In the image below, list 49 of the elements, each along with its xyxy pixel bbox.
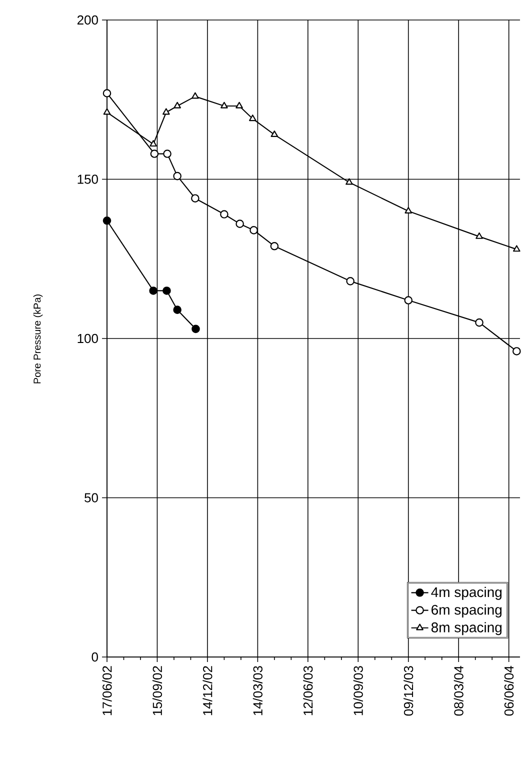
point	[192, 324, 200, 334]
point	[220, 102, 228, 108]
point	[475, 318, 484, 327]
point	[270, 130, 278, 138]
point	[404, 206, 412, 214]
x-tick-label: 15/09/02	[152, 666, 162, 716]
x-tick-label: 17/06/02	[102, 666, 112, 716]
x-tick-label: 10/09/03	[353, 666, 363, 716]
point	[270, 242, 279, 250]
y-tick-label: 0	[92, 652, 98, 662]
point	[103, 108, 111, 115]
point	[102, 89, 112, 98]
point	[150, 150, 159, 158]
y-axis-title: Pore Pressure (kPa)	[33, 294, 43, 384]
legend-label: 8m spacing	[431, 622, 502, 636]
y-tick-label: 200	[77, 15, 98, 25]
point	[250, 226, 258, 234]
point	[220, 210, 228, 218]
y-tick-label: 50	[84, 493, 98, 502]
point	[162, 286, 171, 295]
x-tick-label: 06/06/04	[504, 666, 514, 716]
x-tick-label: 09/12/03	[404, 666, 414, 716]
y-tick-label: 150	[78, 174, 98, 184]
point	[102, 216, 112, 225]
point	[236, 220, 244, 228]
point	[163, 150, 172, 158]
point	[236, 102, 243, 108]
point	[404, 296, 413, 304]
point	[150, 140, 157, 147]
point	[476, 232, 483, 239]
legend-label: 4m spacing	[431, 586, 502, 600]
x-tick-label: 12/06/03	[303, 666, 313, 716]
point	[173, 306, 182, 314]
point	[149, 286, 158, 295]
y-tick-label: 100	[78, 334, 98, 344]
point	[249, 114, 256, 122]
point	[346, 178, 353, 185]
point	[512, 245, 520, 252]
legend-label: 6m spacing	[432, 604, 502, 618]
point	[192, 92, 199, 99]
point	[512, 347, 521, 356]
point	[173, 172, 182, 180]
x-tick-label: 14/03/03	[252, 666, 262, 716]
point	[162, 108, 170, 115]
x-tick-label: 14/12/02	[202, 666, 212, 716]
point	[191, 194, 200, 203]
point	[346, 277, 354, 286]
x-tick-label: 08/03/04	[454, 666, 464, 716]
point	[174, 102, 181, 108]
